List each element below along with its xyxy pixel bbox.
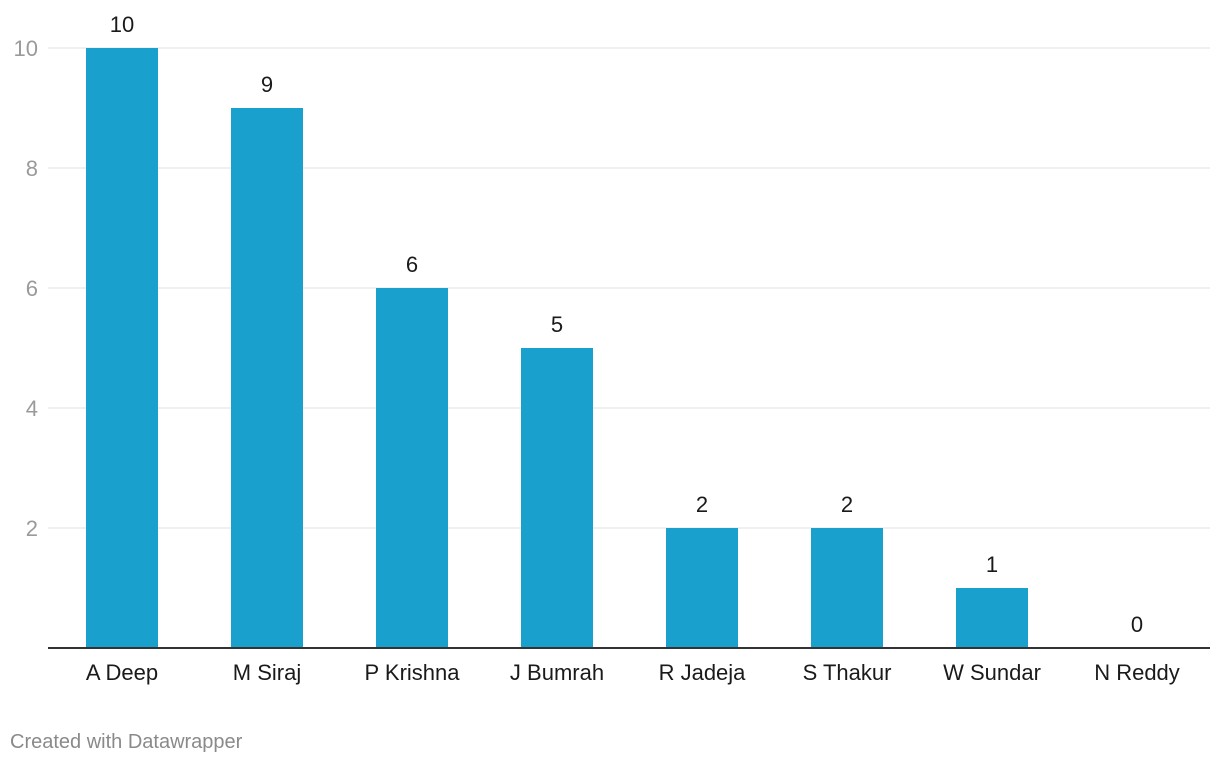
bar-j-bumrah bbox=[521, 348, 593, 648]
bar-value-label: 5 bbox=[551, 312, 563, 337]
bar-value-label: 6 bbox=[406, 252, 418, 277]
y-tick-label: 4 bbox=[26, 396, 38, 421]
bar-value-label: 1 bbox=[986, 552, 998, 577]
y-tick-label: 8 bbox=[26, 156, 38, 181]
x-category-label: A Deep bbox=[86, 660, 158, 685]
bar-value-label: 0 bbox=[1131, 612, 1143, 637]
x-category-label: J Bumrah bbox=[510, 660, 604, 685]
bar-value-label: 10 bbox=[110, 12, 134, 37]
x-category-label: N Reddy bbox=[1094, 660, 1180, 685]
y-axis-tick-labels: 2 4 6 8 10 bbox=[14, 36, 38, 541]
bar-value-label: 2 bbox=[841, 492, 853, 517]
bar-r-jadeja bbox=[666, 528, 738, 648]
bar-p-krishna bbox=[376, 288, 448, 648]
y-tick-label: 6 bbox=[26, 276, 38, 301]
bars bbox=[86, 48, 1028, 648]
x-category-label: W Sundar bbox=[943, 660, 1041, 685]
x-category-label: P Krishna bbox=[365, 660, 461, 685]
bar-w-sundar bbox=[956, 588, 1028, 648]
bar-a-deep bbox=[86, 48, 158, 648]
bar-value-label: 2 bbox=[696, 492, 708, 517]
x-axis-category-labels: A Deep M Siraj P Krishna J Bumrah R Jadeja S … bbox=[86, 660, 1180, 685]
x-category-label: R Jadeja bbox=[659, 660, 747, 685]
y-tick-label: 2 bbox=[26, 516, 38, 541]
gridlines bbox=[48, 47, 1210, 529]
y-tick-label: 10 bbox=[14, 36, 38, 61]
datawrapper-credit: Created with Datawrapper bbox=[10, 731, 243, 753]
bar-value-label: 9 bbox=[261, 72, 273, 97]
bar-m-siraj bbox=[231, 108, 303, 648]
x-category-label: M Siraj bbox=[233, 660, 301, 685]
x-category-label: S Thakur bbox=[803, 660, 892, 685]
bar-s-thakur bbox=[811, 528, 883, 648]
